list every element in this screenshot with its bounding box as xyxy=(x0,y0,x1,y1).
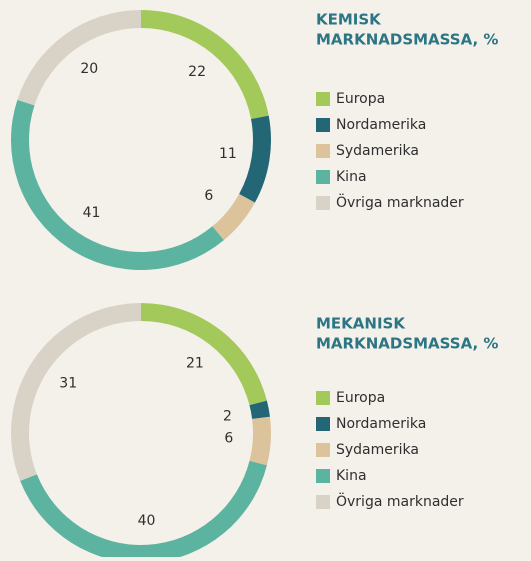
data-label: 2 xyxy=(223,409,232,425)
legend-label: Europa xyxy=(336,390,385,406)
donut-segment xyxy=(239,115,271,203)
legend-swatch xyxy=(316,417,330,431)
legend-swatch xyxy=(316,443,330,457)
chart-title: MARKNADSMASSA, % xyxy=(316,335,498,353)
donut-segment xyxy=(141,303,267,406)
legend-swatch xyxy=(316,469,330,483)
legend-swatch xyxy=(316,196,330,210)
legend-label: Övriga marknader xyxy=(336,492,464,510)
data-label: 22 xyxy=(188,64,206,80)
donut-segment xyxy=(10,303,142,481)
donut-segment xyxy=(212,193,255,241)
data-label: 40 xyxy=(138,513,156,529)
donut-segment xyxy=(17,10,141,106)
legend-label: Kina xyxy=(336,169,367,185)
donut-segment xyxy=(249,400,270,419)
legend-swatch xyxy=(316,495,330,509)
legend-swatch xyxy=(316,144,330,158)
data-label: 6 xyxy=(224,431,233,447)
legend-label: Europa xyxy=(336,91,385,107)
legend-label: Nordamerika xyxy=(336,117,426,133)
data-label: 21 xyxy=(186,355,204,371)
data-label: 20 xyxy=(80,61,98,77)
legend-swatch xyxy=(316,92,330,106)
donut-segment xyxy=(249,416,271,466)
legend-label: Kina xyxy=(336,468,367,484)
legend-label: Sydamerika xyxy=(336,442,419,458)
legend-swatch xyxy=(316,391,330,405)
legend-swatch xyxy=(316,170,330,184)
data-label: 6 xyxy=(204,188,213,204)
donut-segment xyxy=(20,460,267,561)
chart-title: MEKANISK xyxy=(316,315,406,333)
legend-label: Sydamerika xyxy=(336,143,419,159)
chart-title: MARKNADSMASSA, % xyxy=(316,31,498,49)
legend-label: Övriga marknader xyxy=(336,193,464,211)
donut-segment xyxy=(11,99,224,270)
legend-label: Nordamerika xyxy=(336,416,426,432)
data-label: 11 xyxy=(219,146,237,162)
data-label: 31 xyxy=(59,376,77,392)
chart-title: KEMISK xyxy=(316,11,382,29)
donut-segment xyxy=(141,10,269,120)
legend-swatch xyxy=(316,118,330,132)
data-label: 41 xyxy=(83,205,101,221)
